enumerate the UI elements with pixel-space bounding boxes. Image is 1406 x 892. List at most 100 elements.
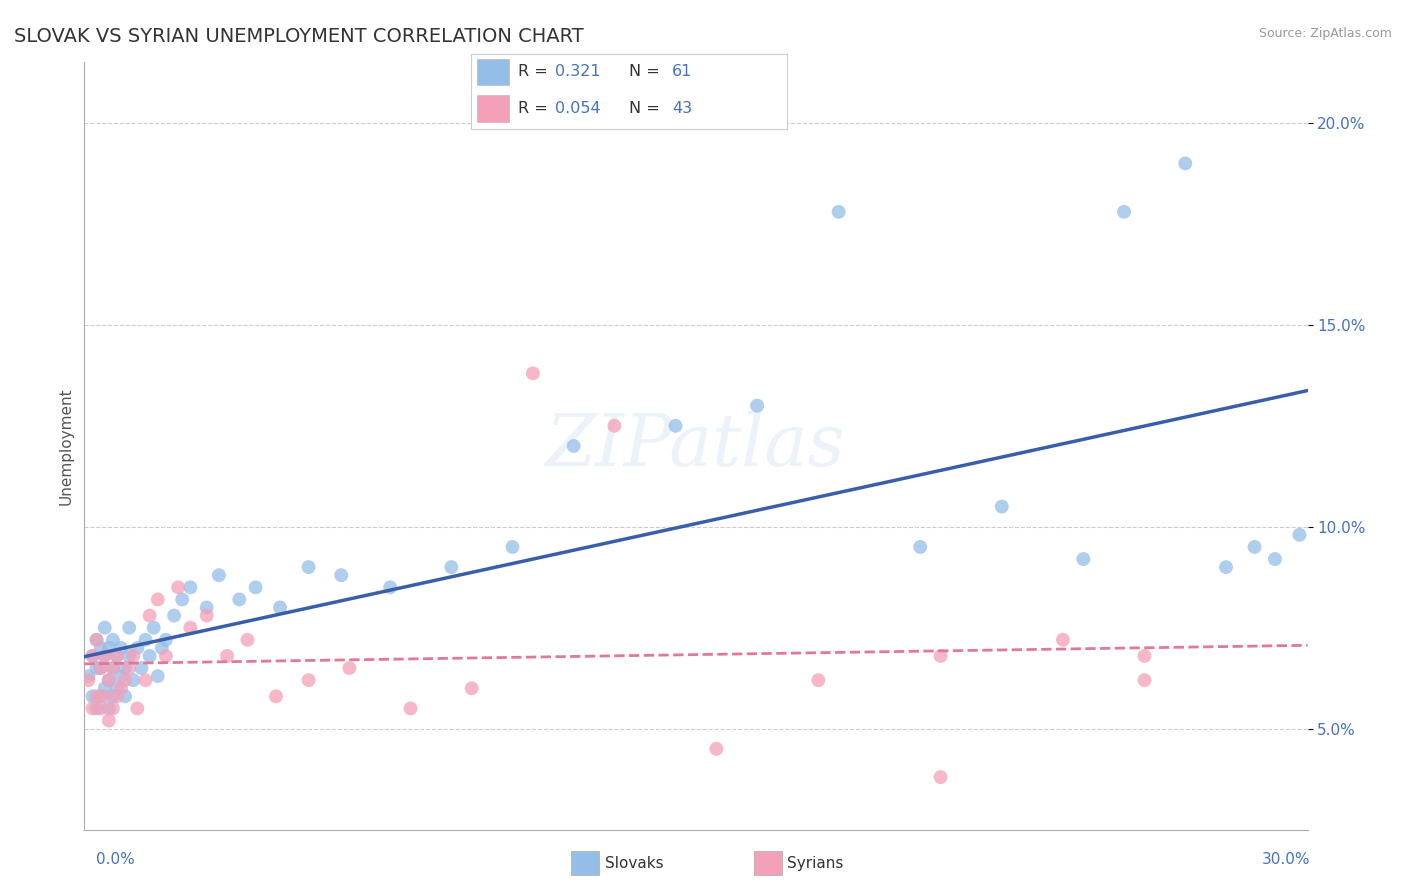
Point: [150, 640, 173, 655]
Point: [110, 669, 132, 683]
Point: [330, 568, 353, 582]
Point: [910, 540, 932, 554]
Point: [1243, 540, 1265, 554]
Point: [86, 632, 108, 647]
Point: [1215, 560, 1237, 574]
Point: [146, 592, 169, 607]
Point: [114, 661, 136, 675]
Point: [122, 648, 145, 663]
Point: [807, 673, 830, 688]
Point: [155, 632, 177, 647]
Point: [228, 592, 250, 607]
Text: 0.0%: 0.0%: [96, 852, 135, 867]
Point: [105, 648, 128, 663]
Point: [603, 418, 626, 433]
Text: 30.0%: 30.0%: [1263, 852, 1310, 867]
Point: [163, 608, 186, 623]
Text: Syrians: Syrians: [787, 856, 844, 871]
Point: [90, 701, 112, 715]
Point: [97, 673, 120, 688]
Point: [172, 592, 194, 607]
Point: [135, 632, 157, 647]
Text: 43: 43: [672, 101, 692, 116]
Text: 0.321: 0.321: [555, 64, 600, 79]
Point: [562, 439, 585, 453]
Text: Source: ZipAtlas.com: Source: ZipAtlas.com: [1258, 27, 1392, 40]
Point: [101, 632, 124, 647]
Point: [93, 690, 115, 704]
Point: [502, 540, 524, 554]
Point: [1073, 552, 1095, 566]
Point: [93, 648, 115, 663]
Point: [217, 648, 239, 663]
Point: [339, 661, 361, 675]
Point: [86, 701, 108, 715]
Text: N =: N =: [630, 64, 665, 79]
Point: [118, 648, 141, 663]
Text: R =: R =: [519, 64, 554, 79]
Point: [135, 673, 157, 688]
Point: [97, 640, 120, 655]
Point: [208, 568, 231, 582]
Point: [1174, 156, 1197, 170]
Point: [195, 600, 218, 615]
Point: [105, 681, 128, 696]
Point: [90, 661, 112, 675]
Point: [665, 418, 688, 433]
Point: [522, 367, 544, 381]
Text: R =: R =: [519, 101, 554, 116]
Bar: [478, 95, 509, 122]
Point: [179, 621, 201, 635]
Point: [86, 661, 108, 675]
Point: [127, 701, 149, 715]
Point: [142, 621, 165, 635]
Point: [138, 608, 160, 623]
Point: [86, 632, 108, 647]
Point: [101, 661, 124, 675]
Point: [93, 681, 115, 696]
Point: [110, 681, 132, 696]
Point: [105, 648, 128, 663]
Point: [131, 661, 153, 675]
Point: [245, 580, 267, 594]
Text: Slovaks: Slovaks: [605, 856, 664, 871]
Text: SLOVAK VS SYRIAN UNEMPLOYMENT CORRELATION CHART: SLOVAK VS SYRIAN UNEMPLOYMENT CORRELATIO…: [14, 27, 583, 45]
Point: [269, 600, 291, 615]
Text: 0.054: 0.054: [555, 101, 600, 116]
Point: [93, 621, 115, 635]
Point: [110, 640, 132, 655]
Point: [399, 701, 422, 715]
Point: [122, 673, 145, 688]
Point: [86, 690, 108, 704]
Point: [264, 690, 287, 704]
Point: [929, 770, 952, 784]
Point: [90, 661, 112, 675]
Point: [105, 690, 128, 704]
Point: [138, 648, 160, 663]
Point: [82, 648, 104, 663]
Point: [101, 701, 124, 715]
Point: [440, 560, 463, 574]
Point: [706, 741, 728, 756]
Point: [97, 701, 120, 715]
Point: [90, 690, 112, 704]
Point: [1114, 204, 1136, 219]
Point: [90, 640, 112, 655]
Point: [1288, 528, 1310, 542]
Point: [155, 648, 177, 663]
Point: [236, 632, 259, 647]
Point: [77, 669, 100, 683]
Point: [991, 500, 1014, 514]
Point: [1133, 648, 1156, 663]
Text: N =: N =: [630, 101, 665, 116]
Point: [298, 560, 321, 574]
Point: [167, 580, 190, 594]
Point: [101, 690, 124, 704]
Point: [195, 608, 218, 623]
Point: [1264, 552, 1286, 566]
Point: [82, 701, 104, 715]
Point: [828, 204, 851, 219]
Point: [380, 580, 402, 594]
Point: [93, 648, 115, 663]
Text: 61: 61: [672, 64, 692, 79]
